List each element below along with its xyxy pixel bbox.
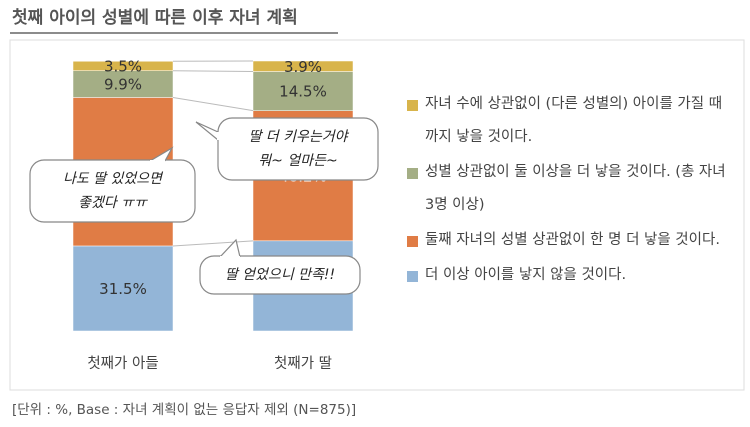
footnote: [단위 : %, Base : 자녀 계획이 없는 응답자 제외 (N=875)… (12, 402, 356, 418)
bar-segment (252, 71, 354, 111)
legend-item: 더 이상 아이를 낳지 않을 것이다. (405, 259, 735, 292)
legend-swatch (407, 271, 418, 282)
annotation: 나도 딸 있었으면 (63, 171, 163, 187)
speech-bubble (217, 117, 379, 181)
legend-label: 성별 상관없이 둘 이상을 더 낳을 것이다. (총 자녀 3명 이상) (425, 164, 726, 213)
legend-label: 자녀 수에 상관없이 (다른 성별의) 아이를 가질 때까지 낳을 것이다. (425, 96, 723, 145)
annotation: 좋겠다 ㅠㅠ (78, 195, 148, 211)
bubble-tail (219, 238, 241, 258)
legend-item: 성별 상관없이 둘 이상을 더 낳을 것이다. (총 자녀 3명 이상) (405, 156, 735, 222)
value-label: 3.5% (104, 57, 142, 75)
chart-title: 첫째 아이의 성별에 따른 이후 자녀 계획 (12, 7, 298, 28)
legend-swatch (407, 168, 418, 179)
x-tick-label: 첫째가 아들 (87, 355, 158, 372)
legend-label: 더 이상 아이를 낳지 않을 것이다. (425, 267, 627, 283)
annotation: 뭐~ 얼마든~ (258, 153, 337, 169)
value-label: 3.9% (284, 58, 322, 76)
connector (172, 240, 254, 247)
legend-item: 둘째 자녀의 성별 상관없이 한 명 더 낳을 것이다. (405, 224, 735, 257)
bubble-tail (195, 121, 219, 141)
bar-segment (72, 245, 174, 332)
frame (9, 39, 745, 391)
legend-swatch (407, 100, 418, 111)
legend: 자녀 수에 상관없이 (다른 성별의) 아이를 가질 때까지 낳을 것이다. 성별… (405, 88, 735, 294)
bar-segment (72, 61, 174, 71)
bubble-tail (149, 146, 174, 162)
legend-label: 둘째 자녀의 성별 상관없이 한 명 더 낳을 것이다. (425, 232, 720, 248)
legend-swatch (407, 236, 418, 247)
bar-segment (72, 70, 174, 98)
speech-bubble (199, 255, 361, 295)
value-label: 9.9% (104, 76, 142, 94)
value-label: 14.5% (279, 83, 327, 101)
legend-item: 자녀 수에 상관없이 (다른 성별의) 아이를 가질 때까지 낳을 것이다. (405, 88, 735, 154)
x-tick-label: 첫째가 딸 (274, 355, 332, 372)
connector (172, 96, 254, 112)
value-label: 31.5% (99, 280, 147, 298)
annotation: 딸 얻었으니 만족!! (225, 267, 335, 283)
bar-segment (252, 60, 354, 72)
connector (172, 70, 254, 73)
speech-bubble (29, 159, 196, 223)
annotation: 딸 더 키우는거야 (248, 129, 349, 145)
